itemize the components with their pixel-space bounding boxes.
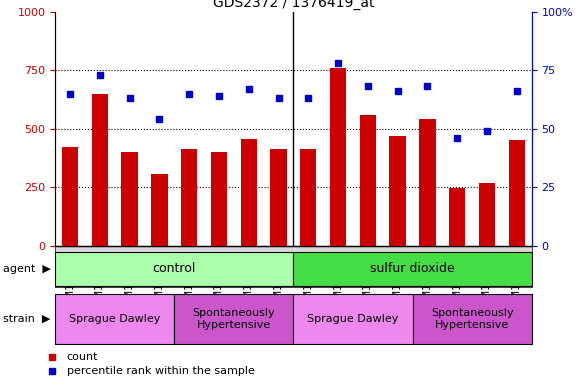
Text: percentile rank within the sample: percentile rank within the sample [67,366,254,376]
Bar [293,294,413,344]
Bar [300,149,317,246]
Bar [121,152,138,246]
Text: Sprague Dawley: Sprague Dawley [307,314,399,324]
Bar [419,119,436,246]
Bar [241,139,257,246]
Bar [55,246,532,287]
Text: sulfur dioxide: sulfur dioxide [370,262,455,275]
Bar [389,136,406,246]
Bar [174,294,293,344]
Text: control: control [153,262,196,275]
Bar [270,149,286,246]
Bar [413,294,532,344]
Bar [449,189,465,246]
Text: strain  ▶: strain ▶ [3,314,51,324]
Bar [211,152,227,246]
Bar [92,94,108,246]
Bar [62,147,78,246]
Text: Spontaneously
Hypertensive: Spontaneously Hypertensive [431,308,514,329]
Bar [479,182,495,246]
Title: GDS2372 / 1376419_at: GDS2372 / 1376419_at [213,0,374,10]
Bar [55,294,174,344]
Bar [151,174,167,246]
Bar [508,140,525,246]
Bar [181,149,198,246]
Bar [360,114,376,246]
Text: Spontaneously
Hypertensive: Spontaneously Hypertensive [192,308,275,329]
Text: count: count [67,352,98,362]
Text: Sprague Dawley: Sprague Dawley [69,314,160,324]
Text: agent  ▶: agent ▶ [2,264,51,274]
Bar [55,252,293,286]
Bar [330,68,346,246]
Bar [293,252,532,286]
